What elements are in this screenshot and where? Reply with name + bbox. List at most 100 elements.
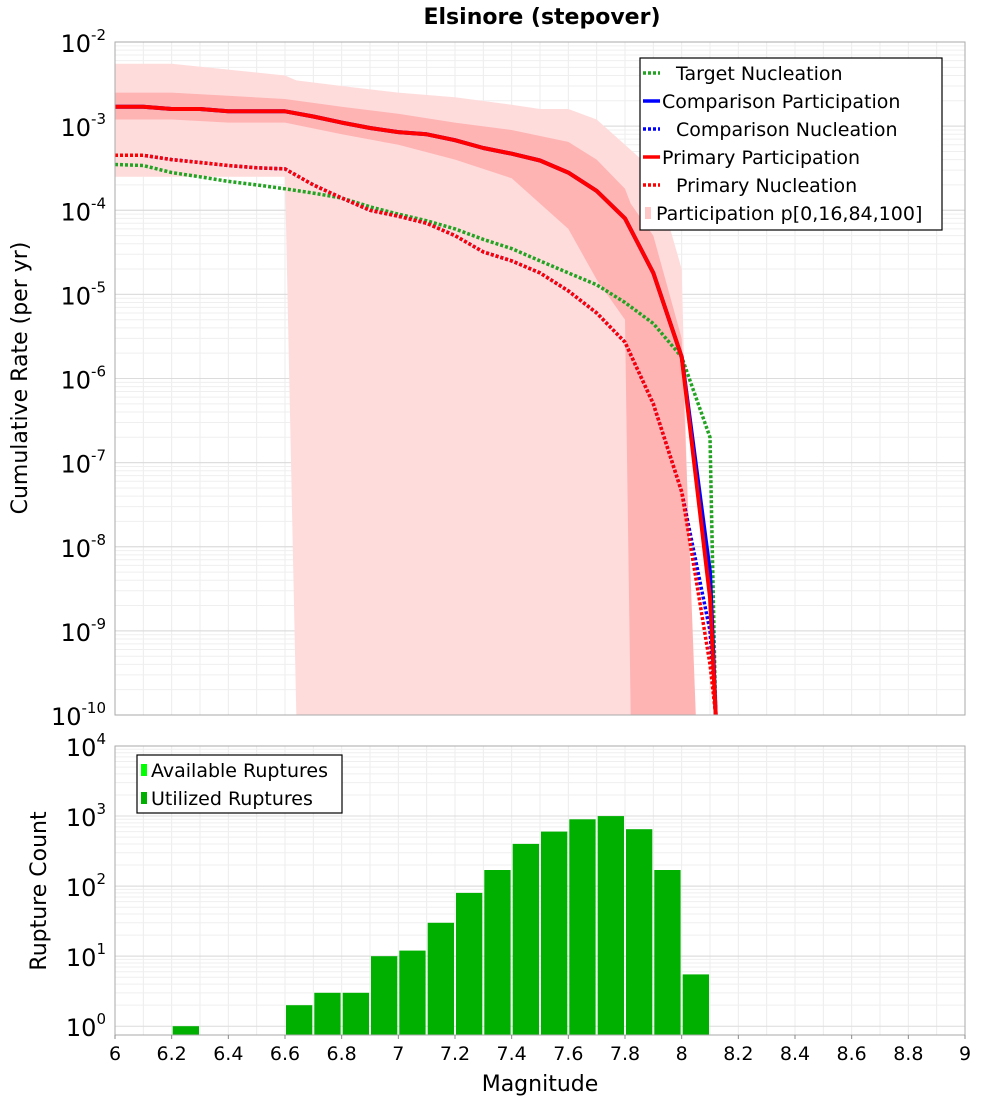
rupture-bar — [172, 1026, 199, 1035]
bottom-y-axis-label: Rupture Count — [27, 811, 52, 971]
rate-lines — [114, 104, 718, 716]
x-tick-label: 8.6 — [837, 1043, 867, 1065]
rupture-bar — [456, 892, 483, 1035]
bottom-y-tick-label: 104 — [66, 730, 106, 762]
top-y-tick-label: 10-4 — [60, 194, 106, 226]
top-legend-box — [639, 57, 943, 231]
tick-exponent: -4 — [91, 194, 106, 212]
bottom-legend-box — [136, 754, 343, 814]
top-y-tick-label: 10-9 — [60, 615, 106, 647]
x-tick-label: 7.6 — [553, 1043, 583, 1065]
tick-base: 10 — [66, 1014, 97, 1042]
tick-base: 10 — [60, 619, 91, 647]
x-tick-label: 8.4 — [780, 1043, 810, 1065]
rupture-bar — [399, 950, 426, 1035]
rupture-bar — [342, 992, 369, 1035]
x-tick-label: 8 — [676, 1043, 688, 1065]
band-p0-p100 — [115, 63, 693, 716]
tick-exponent: -7 — [91, 447, 106, 465]
rupture-bar — [427, 922, 454, 1035]
x-tick-label: 6.2 — [157, 1043, 187, 1065]
rupture-bar — [626, 829, 653, 1035]
x-tick-label: 9 — [959, 1043, 971, 1065]
x-tick-label: 8.8 — [893, 1043, 923, 1065]
legend-label: Comparison Participation — [662, 91, 900, 113]
tick-exponent: -2 — [91, 26, 106, 44]
legend-label: Primary Participation — [662, 147, 860, 169]
legend-label: Available Ruptures — [151, 760, 328, 782]
tick-exponent: -5 — [91, 278, 106, 296]
primary-nucleation-line — [115, 153, 718, 716]
tick-exponent: -8 — [91, 531, 106, 549]
bottom-y-tick-label: 102 — [66, 870, 106, 902]
top-y-tick-labels: 10-210-310-410-510-610-710-810-910-10 — [51, 26, 106, 731]
tick-base: 10 — [66, 734, 97, 762]
legend-band-swatch — [645, 207, 651, 219]
top-y-tick-label: 10-2 — [60, 26, 106, 58]
tick-base: 10 — [51, 703, 82, 731]
x-tick-label: 6 — [109, 1043, 121, 1065]
legend-label: Comparison Nucleation — [676, 119, 898, 141]
bottom-y-tick-label: 103 — [66, 800, 106, 832]
chart-title: Elsinore (stepover) — [423, 5, 660, 30]
rupture-bar — [314, 992, 341, 1035]
rupture-bar — [484, 870, 511, 1035]
bottom-legend: Available Ruptures Utilized Ruptures — [136, 754, 343, 814]
rupture-bar — [512, 843, 539, 1035]
primary-participation-line — [115, 104, 718, 716]
legend-label: Target Nucleation — [675, 63, 843, 85]
x-axis-label: Magnitude — [482, 1072, 599, 1097]
rupture-bar — [597, 816, 624, 1035]
x-tick-label: 7.2 — [440, 1043, 470, 1065]
top-y-tick-label: 10-3 — [60, 110, 106, 142]
tick-exponent: 3 — [96, 800, 106, 818]
bottom-y-tick-label: 100 — [66, 1010, 106, 1042]
x-tick-label: 7 — [392, 1043, 404, 1065]
rupture-bars — [172, 816, 709, 1035]
tick-exponent: -3 — [91, 110, 106, 128]
legend-label: Participation p[0,16,84,100] — [656, 203, 922, 225]
x-tick-label: 7.8 — [610, 1043, 640, 1065]
target-nucleation-line — [114, 162, 718, 716]
x-tick-label: 8.2 — [723, 1043, 753, 1065]
tick-base: 10 — [60, 367, 91, 395]
top-y-tick-label: 10-5 — [60, 278, 106, 310]
x-tick-label: 6.8 — [327, 1043, 357, 1065]
tick-base: 10 — [60, 535, 91, 563]
rupture-bar — [371, 956, 398, 1035]
top-y-axis-label: Cumulative Rate (per yr) — [8, 242, 33, 515]
x-tick-label: 6.4 — [213, 1043, 243, 1065]
cumulative-rate-plot: 10-210-310-410-510-610-710-810-910-10 Cu… — [8, 26, 966, 731]
tick-base: 10 — [66, 874, 97, 902]
rupture-bar — [682, 974, 709, 1035]
tick-exponent: 0 — [96, 1010, 106, 1028]
tick-exponent: -10 — [82, 699, 107, 717]
tick-base: 10 — [66, 944, 97, 972]
rupture-bar — [541, 831, 568, 1035]
percentile-bands — [115, 63, 696, 716]
band-p16-p84 — [115, 92, 696, 716]
top-y-tick-label: 10-8 — [60, 531, 106, 563]
tick-base: 10 — [60, 282, 91, 310]
bottom-y-tick-label: 101 — [66, 940, 106, 972]
legend-bar-swatch — [141, 792, 147, 804]
top-y-tick-label: 10-10 — [51, 699, 106, 731]
tick-exponent: 1 — [96, 940, 106, 958]
rupture-bar — [569, 819, 596, 1035]
bottom-plot-frame — [114, 745, 966, 1036]
x-tick-labels: 6 6.2 6.4 6.6 6.8 7 7.2 7.4 7.6 7.8 8 8.2 8.4 8.6 8.8 9 — [109, 1035, 971, 1065]
legend-bar-swatch — [141, 764, 147, 776]
tick-base: 10 — [66, 804, 97, 832]
legend-label: Primary Nucleation — [676, 175, 857, 197]
rupture-bar — [286, 1005, 313, 1035]
tick-exponent: -6 — [91, 363, 106, 381]
tick-exponent: -9 — [91, 615, 106, 633]
top-y-tick-label: 10-7 — [60, 447, 106, 479]
tick-base: 10 — [60, 30, 91, 58]
tick-base: 10 — [60, 451, 91, 479]
x-tick-label: 6.6 — [270, 1043, 300, 1065]
legend-label: Utilized Ruptures — [151, 788, 313, 810]
